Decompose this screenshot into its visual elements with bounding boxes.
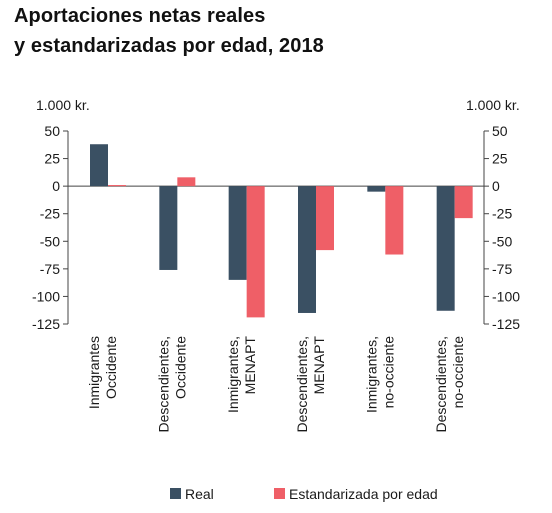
category-label: MENAPT xyxy=(242,336,258,395)
chart-title-line-1: Aportaciones netas reales xyxy=(14,5,266,27)
y-tick-label-left: 0 xyxy=(52,178,60,194)
y-tick-label-right: -25 xyxy=(492,206,512,222)
y-tick-label-left: 50 xyxy=(44,123,60,139)
y-tick-label-right: 0 xyxy=(492,178,500,194)
y-tick-label-left: -75 xyxy=(40,261,60,277)
legend-label-estandarizada: Estandarizada por edad xyxy=(289,486,438,502)
y-tick-label-right: -125 xyxy=(492,316,520,332)
category-label: Inmigrantes, xyxy=(364,336,380,413)
category-label: Inmigrantes, xyxy=(225,336,241,413)
category-labels: Inmigrantes Occidente Descendientes, Occide… xyxy=(86,336,466,433)
bar-real-4 xyxy=(298,186,316,313)
bar-real-5 xyxy=(367,186,386,192)
category-label: Descendientes, xyxy=(294,336,310,433)
y-axis-unit-right: 1.000 kr. xyxy=(466,97,520,113)
legend: Real Estandarizada por edad xyxy=(170,486,438,502)
y-tick-label-left: 25 xyxy=(44,151,60,167)
y-tick-label-right: 25 xyxy=(492,151,508,167)
bar-estandarizada-2 xyxy=(177,177,196,187)
y-tick-label-left: -25 xyxy=(40,206,60,222)
axes: 50 50 25 25 0 0 -25 -25 -50 -50 -75 -75 -100 -100 -125… xyxy=(32,123,520,332)
category-label: Occidente xyxy=(173,336,189,399)
bar-real-3 xyxy=(228,186,247,280)
bar-estandarizada-1 xyxy=(108,185,126,187)
bar-estandarizada-4 xyxy=(316,186,334,251)
bars xyxy=(90,144,473,318)
y-tick-label-right: -75 xyxy=(492,261,512,277)
y-tick-label-right: 50 xyxy=(492,123,508,139)
bar-estandarizada-3 xyxy=(246,186,265,318)
chart-title-line-2: y estandarizadas por edad, 2018 xyxy=(14,35,324,57)
legend-swatch-real xyxy=(170,488,181,499)
y-tick-label-left: -50 xyxy=(40,233,60,249)
y-tick-label-right: -100 xyxy=(492,288,520,304)
bar-real-6 xyxy=(436,186,455,311)
legend-swatch-estandarizada xyxy=(274,488,285,499)
category-label: no-occiente xyxy=(381,336,397,409)
bar-estandarizada-5 xyxy=(385,186,404,255)
category-label: Inmigrantes xyxy=(86,336,102,409)
legend-label-real: Real xyxy=(185,486,214,502)
bar-real-1 xyxy=(90,144,108,187)
category-label: no-occiente xyxy=(450,336,466,409)
category-label: Descendientes, xyxy=(433,336,449,433)
category-label: Occidente xyxy=(103,336,119,399)
bar-real-2 xyxy=(159,186,178,270)
y-tick-label-left: -125 xyxy=(32,316,60,332)
y-tick-label-left: -100 xyxy=(32,288,60,304)
y-axis-unit-left: 1.000 kr. xyxy=(36,97,90,113)
category-label: Descendientes, xyxy=(156,336,172,433)
category-label: MENAPT xyxy=(311,336,327,395)
y-tick-label-right: -50 xyxy=(492,233,512,249)
bar-estandarizada-6 xyxy=(454,186,473,219)
